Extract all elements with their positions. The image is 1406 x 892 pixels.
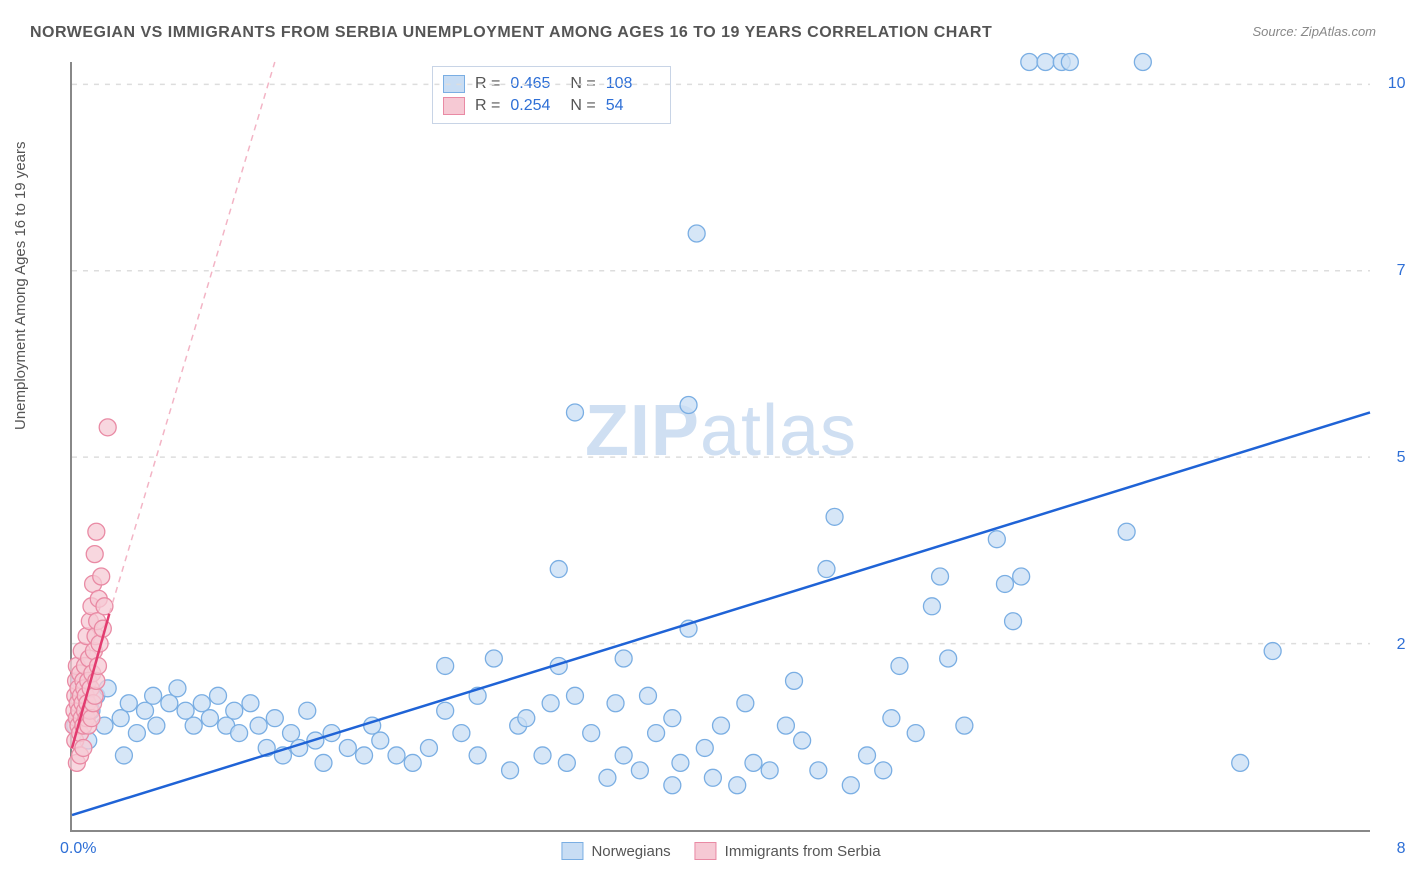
y-tick: 75.0% xyxy=(1397,262,1406,280)
plot-svg xyxy=(72,62,1370,830)
y-axis-label: Unemployment Among Ages 16 to 19 years xyxy=(12,141,29,430)
bottom-legend: Norwegians Immigrants from Serbia xyxy=(561,842,880,860)
plot-area: ZIPatlas R = 0.465 N = 108 R = 0.254 N =… xyxy=(70,62,1370,832)
x-tick-max: 80.0% xyxy=(1397,840,1406,858)
chart-title: NORWEGIAN VS IMMIGRANTS FROM SERBIA UNEM… xyxy=(30,24,992,42)
swatch-norwegians-icon xyxy=(561,842,583,860)
y-tick: 25.0% xyxy=(1397,636,1406,654)
y-tick: 50.0% xyxy=(1397,449,1406,467)
legend-item-serbia: Immigrants from Serbia xyxy=(695,842,881,860)
legend-item-norwegians: Norwegians xyxy=(561,842,670,860)
swatch-serbia-icon xyxy=(695,842,717,860)
y-tick: 100.0% xyxy=(1388,75,1406,93)
source-label: Source: ZipAtlas.com xyxy=(1252,24,1376,39)
x-tick-min: 0.0% xyxy=(60,840,96,858)
